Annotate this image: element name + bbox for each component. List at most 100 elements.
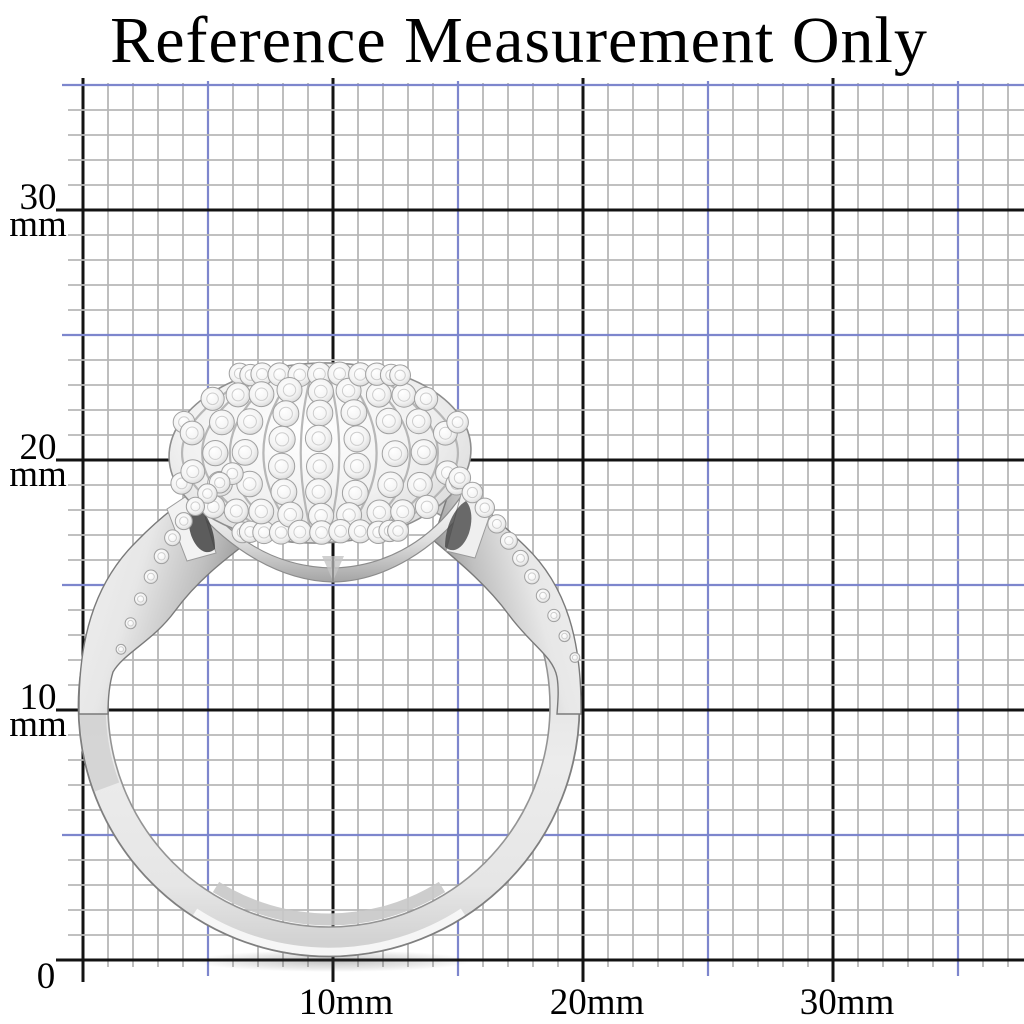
pave-stone-facet — [372, 388, 386, 402]
pave-stone-facet — [412, 414, 426, 428]
pave-stone-facet — [417, 445, 431, 460]
pave-stone — [535, 588, 551, 603]
pave-stone-facet — [350, 459, 365, 474]
pave-stone-facet — [350, 431, 365, 446]
pave-stone — [143, 569, 159, 584]
shoulder-pave-stones — [115, 462, 581, 663]
pave-stone — [248, 381, 275, 408]
pave-stone-facet — [282, 383, 297, 397]
pave-stone — [115, 643, 127, 655]
pave-stone — [209, 409, 235, 436]
pave-stone — [343, 452, 371, 480]
pave-stone — [461, 481, 484, 504]
pave-stone-facet — [157, 552, 166, 561]
pave-stone — [124, 617, 137, 630]
pave-stone — [499, 531, 518, 550]
pave-stone-facet — [571, 654, 578, 661]
x-axis-label-30mm: 30mm — [799, 982, 895, 1023]
pave-stone — [414, 494, 440, 519]
y-axis-label-20-value: 20 — [19, 427, 57, 468]
pave-stone-facet — [392, 525, 404, 537]
pave-stone-facet — [179, 516, 189, 526]
dome-pave-stones — [170, 361, 469, 545]
pave-stone-facet — [382, 414, 396, 428]
page-title: Reference Measurement Only — [110, 4, 928, 77]
pave-stone-facet — [186, 465, 200, 479]
pave-stone — [225, 382, 251, 408]
pave-stone — [387, 520, 409, 542]
pave-stone-facet — [208, 446, 223, 460]
pave-stone-facet — [276, 484, 291, 499]
pave-stone-facet — [137, 595, 145, 603]
pave-stone-facet — [479, 502, 491, 514]
pave-stone — [343, 425, 371, 453]
pave-stone-facet — [312, 406, 327, 421]
pave-stone-facet — [516, 553, 525, 563]
pave-stone — [305, 478, 333, 506]
pave-stone-facet — [342, 508, 356, 522]
pave-stone — [223, 498, 249, 524]
pave-stone — [365, 381, 392, 408]
pave-stone-facet — [397, 388, 411, 402]
pave-stone — [407, 471, 433, 498]
pave-stone-facet — [168, 533, 177, 543]
pave-stone-facet — [315, 526, 328, 539]
pave-stone-facet — [278, 406, 293, 421]
pave-stone-facet — [394, 369, 406, 381]
pave-stone-facet — [206, 392, 219, 406]
pave-stone-facet — [312, 459, 327, 474]
pave-stone-facet — [215, 415, 229, 430]
pave-stone — [512, 549, 529, 567]
y-axis-label-0-value: 0 — [36, 956, 56, 997]
pave-stone — [414, 386, 439, 411]
pave-stone — [547, 608, 561, 623]
pave-stone-facet — [274, 459, 289, 474]
pave-stone — [306, 452, 334, 481]
pave-stone — [174, 512, 193, 531]
pave-stone — [410, 439, 437, 466]
pave-stone — [377, 471, 404, 499]
pave-stone-facet — [238, 445, 253, 460]
pave-stone — [375, 407, 403, 435]
pave-stone — [268, 425, 296, 453]
pave-stone-facet — [550, 611, 558, 620]
pave-stone-facet — [190, 501, 201, 512]
pave-stone — [340, 399, 368, 427]
pave-stone — [389, 364, 412, 387]
pave-stone-facet — [396, 505, 410, 519]
pave-stone-facet — [527, 572, 537, 581]
pave-stone — [272, 400, 300, 428]
pave-stone-facet — [348, 486, 363, 501]
pave-stone — [446, 410, 469, 434]
pave-stone-facet — [353, 525, 367, 538]
x-axis-label-20mm: 20mm — [549, 982, 645, 1023]
pave-stone — [390, 499, 416, 525]
pave-stone — [405, 408, 432, 435]
y-axis-label-30-value: 30 — [19, 177, 57, 218]
y-axis-label-10-value: 10 — [19, 677, 57, 718]
pave-stone — [276, 377, 303, 403]
pave-stone — [304, 424, 333, 453]
pave-stone-facet — [561, 632, 568, 640]
pave-stone-facet — [333, 367, 347, 381]
pave-stone — [268, 452, 296, 480]
pave-stone — [524, 568, 540, 585]
pave-stone — [202, 440, 229, 467]
pave-stone-facet — [311, 431, 326, 446]
pave-stone-facet — [242, 477, 257, 491]
pave-stone-facet — [453, 472, 466, 484]
pave-stone — [231, 439, 259, 466]
pave-stone-facet — [202, 488, 213, 499]
pave-stone — [179, 420, 205, 446]
x-axis-label-10mm: 10mm — [298, 982, 394, 1023]
pave-stone-facet — [147, 572, 155, 581]
pave-stone-facet — [334, 524, 347, 538]
pave-stone-facet — [346, 405, 361, 420]
pave-stone-facet — [254, 387, 269, 401]
pave-stone-facet — [243, 414, 257, 429]
pave-stone — [569, 652, 581, 663]
pave-stone-facet — [383, 477, 398, 492]
pave-stone — [391, 382, 417, 408]
pave-stone-facet — [314, 384, 328, 399]
pave-stone-facet — [311, 484, 326, 499]
